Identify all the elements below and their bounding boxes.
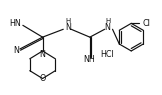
Text: N: N [13, 46, 19, 55]
Text: H: H [66, 18, 71, 24]
Text: N: N [65, 23, 71, 32]
Text: N: N [105, 23, 110, 32]
Text: HCl: HCl [101, 50, 115, 59]
Text: HN: HN [9, 19, 21, 28]
Text: N: N [40, 50, 46, 59]
Text: NH: NH [83, 55, 95, 64]
Text: H: H [105, 18, 110, 24]
Text: Cl: Cl [142, 19, 150, 28]
Text: O: O [39, 74, 46, 83]
